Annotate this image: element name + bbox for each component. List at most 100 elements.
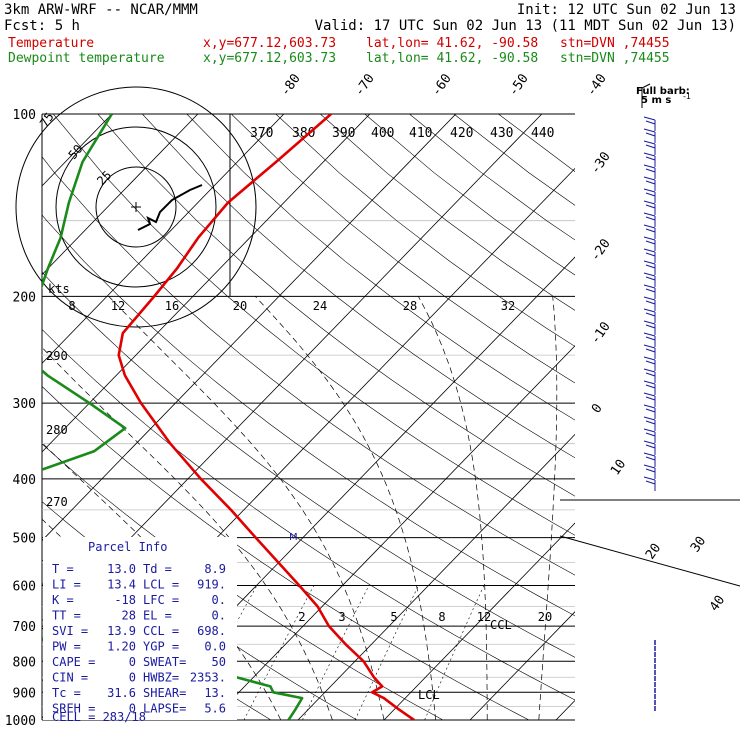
parcel-key: LI = — [52, 578, 81, 592]
wind-barb-flag — [643, 368, 656, 373]
wind-barb-flag — [645, 444, 656, 449]
pressure-tick-label: 200 — [13, 290, 36, 305]
isotherm-label: -60 — [429, 71, 455, 99]
wind-barb-flag — [645, 384, 656, 389]
dewpoint-profile — [42, 114, 304, 720]
mixing-ratio-line — [302, 585, 370, 720]
parcel-key: Tc = — [52, 686, 81, 700]
hodo-ring — [15, 86, 257, 328]
wind-barb-flag — [645, 252, 656, 257]
m-marker: M — [289, 532, 298, 543]
wind-barb-flag — [645, 204, 656, 209]
theta-label: 370 — [250, 126, 273, 141]
wind-barb-flag — [643, 188, 656, 193]
wind-barb-flag — [643, 296, 656, 301]
fcst-value: 5 h — [55, 18, 80, 34]
isotherm-label: -30 — [588, 149, 614, 177]
moist-adiabat-line — [538, 296, 558, 720]
mixing-ratio-label: 8 — [438, 610, 445, 624]
parcel-key: SWEAT= — [143, 655, 186, 669]
parcel-key: T = — [52, 562, 74, 576]
temp-stn: stn=DVN ,74455 — [560, 36, 670, 51]
hodo-speed-label: 8 — [68, 299, 75, 313]
parcel-info-title: Parcel Info — [88, 540, 167, 554]
parcel-value: 31.6 — [107, 686, 136, 700]
wind-barb-flag — [645, 120, 656, 125]
parcel-key: SHEAR= — [143, 686, 186, 700]
parcel-key: CCL = — [143, 624, 179, 638]
pressure-tick-label: 800 — [13, 655, 36, 670]
wind-barb-flag — [643, 464, 656, 469]
isotherm-line — [728, 114, 740, 720]
wind-barb-flag — [643, 404, 656, 409]
hodo-speed-label: 32 — [501, 299, 515, 313]
dry-adiabat-line — [42, 214, 575, 617]
wind-barb-flag — [643, 356, 656, 361]
wind-barb-flag — [645, 144, 656, 149]
isotherm-line — [42, 114, 199, 276]
parcel-value: -18 — [114, 593, 136, 607]
wind-barb-flag — [643, 308, 656, 313]
pressure-tick-label: 100 — [13, 108, 36, 123]
wind-barb-flag — [645, 408, 656, 413]
mixing-ratio-line — [243, 585, 315, 720]
dew-xy: x,y=677.12,603.73 — [203, 51, 336, 66]
wind-barb-flag — [643, 272, 656, 277]
barb-legend-line3: -1 — [683, 92, 691, 101]
parcel-value: 0 — [129, 702, 136, 716]
hodo-ring — [95, 166, 177, 248]
wind-barb-flag — [643, 116, 656, 121]
wind-barb-flag — [643, 248, 656, 253]
parcel-key: TT = — [52, 609, 81, 623]
isotherm-line — [555, 699, 575, 720]
wind-barb-flag — [645, 456, 656, 461]
parcel-value: 5.6 — [204, 702, 226, 716]
theta-label: 410 — [409, 126, 432, 141]
wind-barb-flag — [643, 476, 656, 481]
isotherm-label: -40 — [584, 71, 610, 99]
moist-adiabat-line — [255, 296, 436, 720]
wind-barb-flag — [645, 324, 656, 329]
dry-adiabat-line — [42, 271, 575, 658]
parcel-value: 698. — [197, 624, 226, 638]
temp-latlon: lat,lon= 41.62, -90.58 — [366, 36, 538, 51]
wind-barb-flag — [645, 360, 656, 365]
theta-label: 420 — [450, 126, 473, 141]
parcel-value: 0.0 — [204, 640, 226, 654]
wind-barb-flag — [643, 452, 656, 457]
parcel-key: LCL = — [143, 578, 179, 592]
dry-adiabat-line — [320, 114, 575, 311]
dry-adiabat-line — [409, 114, 575, 241]
profiles — [42, 114, 415, 720]
parcel-value: 13.4 — [107, 578, 136, 592]
isotherm-line — [42, 114, 457, 542]
wind-barb-flag — [645, 216, 656, 221]
parcel-value: 8.9 — [204, 562, 226, 576]
pressure-tick-label: 1000 — [5, 714, 36, 729]
pressure-tick-label: 900 — [13, 686, 36, 701]
parcel-value: 28 — [122, 609, 136, 623]
wind-barbs — [559, 116, 740, 711]
wind-barb-flag — [643, 212, 656, 217]
fcst-label: Fcst: — [4, 18, 46, 34]
isotherm-line — [297, 433, 575, 720]
isotherm-label: 10 — [608, 457, 629, 478]
parcel-key: CIN = — [52, 671, 88, 685]
wind-barb-flag — [643, 440, 656, 445]
wind-barb-flag — [645, 348, 656, 353]
temperature-profile — [117, 114, 415, 720]
hodo-kts-label: kts — [48, 282, 70, 296]
parcel-key: YGP = — [143, 640, 179, 654]
parcel-value: 1.20 — [107, 640, 136, 654]
hodo-speed-label: 16 — [165, 299, 179, 313]
dry-adiabat-line — [52, 114, 575, 536]
wind-barb-flag — [645, 396, 656, 401]
wind-barb-flag — [645, 228, 656, 233]
wind-barb-flag — [643, 164, 656, 169]
parcel-key: K = — [52, 593, 74, 607]
dry-adiabat-line — [453, 114, 575, 206]
side-theta-label: 290 — [46, 349, 68, 363]
theta-label: 400 — [371, 126, 394, 141]
dew-stn: stn=DVN ,74455 — [560, 51, 670, 66]
